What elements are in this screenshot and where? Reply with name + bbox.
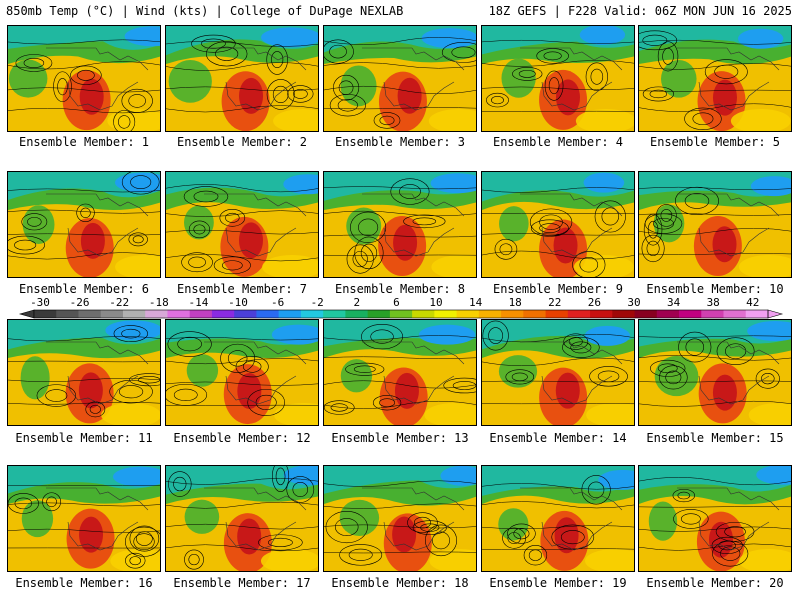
colorbar-segment	[412, 310, 435, 318]
colorbar-tick-label: -22	[109, 296, 130, 309]
colorbar-segment	[434, 310, 458, 318]
ensemble-member-label: Ensemble Member: 8	[334, 282, 466, 296]
ensemble-map-panel	[323, 465, 477, 572]
colorbar-tick-label: 14	[468, 296, 483, 309]
map-title: 850mb Temp (°C) | Wind (kts) | College o…	[6, 4, 404, 18]
ensemble-member-label: Ensemble Member: 6	[18, 282, 150, 296]
colorbar-tick-label: 2	[353, 296, 361, 309]
colorbar-tick-label: 42	[746, 296, 760, 309]
colorbar-segment	[567, 310, 591, 318]
colorbar-segment	[234, 310, 257, 318]
colorbar-segment	[323, 310, 346, 318]
colorbar-tick-label: 30	[627, 296, 641, 309]
ensemble-member-label: Ensemble Member: 17	[173, 576, 311, 590]
colorbar-segment	[300, 310, 324, 318]
colorbar-segment	[389, 310, 413, 318]
colorbar-segment	[167, 310, 191, 318]
ensemble-map-panel	[7, 171, 161, 278]
colorbar-tick-label: -30	[30, 296, 50, 309]
ensemble-member-label: Ensemble Member: 4	[492, 135, 624, 149]
colorbar-outline	[33, 309, 769, 319]
colorbar-segment	[634, 310, 658, 318]
temperature-colorbar	[18, 309, 784, 319]
colorbar-segment	[367, 310, 391, 318]
colorbar-segment	[145, 310, 168, 318]
colorbar-tick-label: -6	[270, 296, 285, 309]
ensemble-map-panel	[7, 25, 161, 132]
colorbar-segment	[745, 310, 769, 318]
colorbar-tick-label: 22	[548, 296, 562, 309]
ensemble-member-label: Ensemble Member: 12	[173, 431, 311, 445]
ensemble-map-panel	[481, 319, 635, 426]
ensemble-member-label: Ensemble Member: 9	[492, 282, 624, 296]
ensemble-map-panel	[481, 171, 635, 278]
ensemble-map-panel	[638, 25, 792, 132]
colorbar-tick-label: -2	[310, 296, 324, 309]
ensemble-member-label: Ensemble Member: 7	[176, 282, 308, 296]
ensemble-map-panel	[7, 319, 161, 426]
ensemble-member-label: Ensemble Member: 10	[646, 282, 784, 296]
colorbar-min-arrow	[18, 309, 35, 319]
ensemble-member-label: Ensemble Member: 14	[489, 431, 627, 445]
colorbar-segment	[523, 310, 547, 318]
ensemble-member-label: Ensemble Member: 15	[646, 431, 784, 445]
colorbar-segment	[189, 310, 213, 318]
colorbar-segment	[100, 310, 124, 318]
colorbar-segment	[723, 310, 747, 318]
ensemble-member-label: Ensemble Member: 19	[489, 576, 627, 590]
ensemble-map-panel	[481, 25, 635, 132]
ensemble-map-panel	[165, 171, 319, 278]
ensemble-member-label: Ensemble Member: 16	[15, 576, 153, 590]
colorbar-segment	[545, 310, 569, 318]
ensemble-member-label: Ensemble Member: 2	[176, 135, 308, 149]
colorbar-tick-label: 18	[508, 296, 522, 309]
colorbar-segment	[56, 310, 79, 318]
colorbar-segment	[34, 310, 57, 318]
ensemble-map-panel	[165, 465, 319, 572]
ensemble-map-panel	[481, 465, 635, 572]
colorbar-segment	[701, 310, 725, 318]
ensemble-map-panel	[7, 465, 161, 572]
colorbar-tick-label: -10	[228, 296, 248, 309]
colorbar-segment	[78, 310, 102, 318]
ensemble-member-label: Ensemble Member: 13	[331, 431, 469, 445]
ensemble-member-label: Ensemble Member: 18	[331, 576, 469, 590]
ensemble-member-label: Ensemble Member: 20	[646, 576, 784, 590]
colorbar-segment	[656, 310, 680, 318]
ensemble-member-label: Ensemble Member: 5	[649, 135, 781, 149]
colorbar-tick-label: 34	[666, 296, 681, 309]
colorbar-tick-label: -14	[188, 296, 209, 309]
ensemble-map-panel	[165, 25, 319, 132]
colorbar-segment	[590, 310, 613, 318]
ensemble-map-panel	[638, 171, 792, 278]
colorbar-max-arrow	[767, 309, 784, 319]
colorbar-tick-label: -18	[148, 296, 169, 309]
ensemble-map-panel	[638, 319, 792, 426]
colorbar-segment	[211, 310, 235, 318]
colorbar-tick-label: 10	[429, 296, 443, 309]
colorbar-segment	[501, 310, 524, 318]
ensemble-map-panel	[323, 25, 477, 132]
ensemble-map-panel	[323, 171, 477, 278]
ensemble-member-label: Ensemble Member: 11	[15, 431, 153, 445]
colorbar-segment	[256, 310, 280, 318]
ensemble-map-panel	[165, 319, 319, 426]
colorbar-tick-label: 38	[706, 296, 720, 309]
run-valid-time: 18Z GEFS | F228 Valid: 06Z MON JUN 16 20…	[488, 4, 792, 18]
colorbar-tick-label: 6	[393, 296, 400, 309]
ensemble-map-panel	[323, 319, 477, 426]
colorbar-segment	[456, 310, 480, 318]
colorbar-tick-label: -26	[69, 296, 90, 309]
colorbar-segment	[345, 310, 369, 318]
colorbar-segment	[478, 310, 502, 318]
ensemble-member-label: Ensemble Member: 1	[18, 135, 150, 149]
colorbar-segment	[278, 310, 302, 318]
colorbar-segment	[679, 310, 702, 318]
ensemble-member-label: Ensemble Member: 3	[334, 135, 466, 149]
colorbar-segment	[612, 310, 636, 318]
colorbar-tick-label: 26	[587, 296, 602, 309]
colorbar-segment	[122, 310, 146, 318]
ensemble-map-panel	[638, 465, 792, 572]
